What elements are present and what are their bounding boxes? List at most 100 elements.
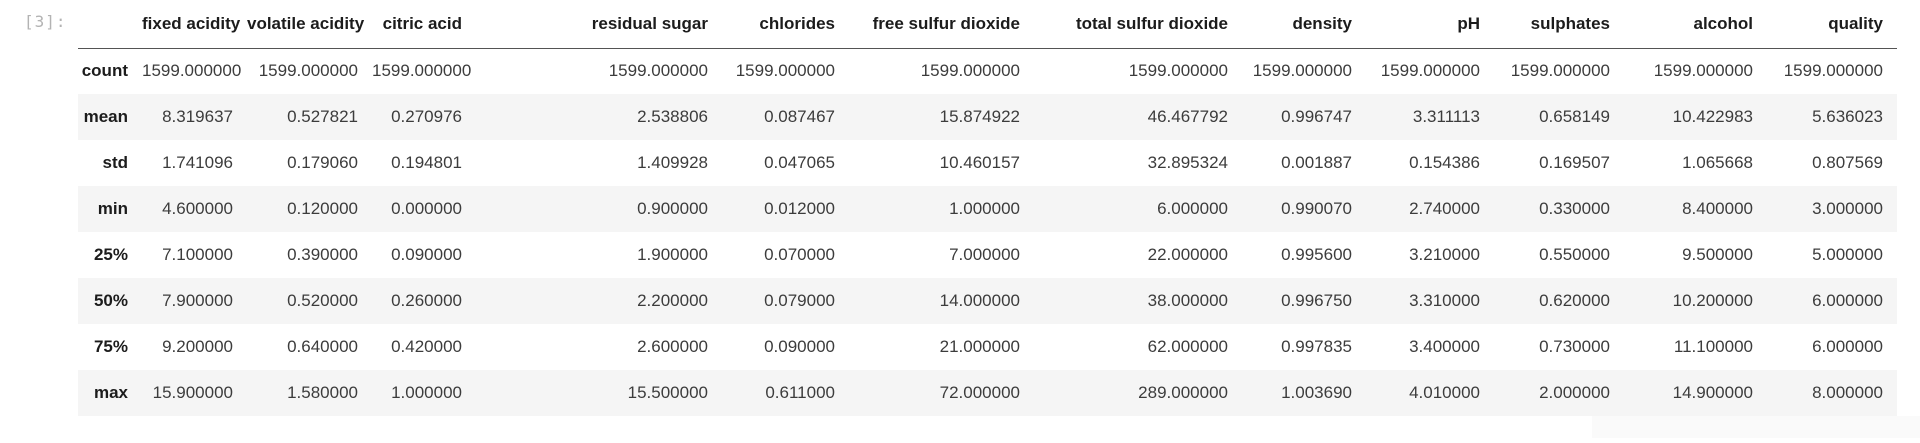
value-cell: 7.100000 [162, 245, 233, 264]
value-cell: 0.520000 [287, 291, 358, 310]
value-cell: 0.260000 [391, 291, 462, 310]
table-row: min 4.600000 0.120000 0.000000 0.900000 0.012… [78, 186, 1897, 232]
value-cell: 2.200000 [637, 291, 708, 310]
value-cell: 3.310000 [1409, 291, 1480, 310]
value-cell: 10.460157 [939, 153, 1020, 172]
value-cell: 1599.000000 [1510, 61, 1610, 81]
execution-count-prompt: [3]: [24, 12, 67, 31]
value-cell: 0.079000 [764, 291, 835, 310]
value-cell: 0.900000 [637, 199, 708, 218]
value-cell: 14.000000 [939, 291, 1020, 310]
value-cell: 0.270976 [391, 107, 462, 126]
value-cell: 46.467792 [1147, 107, 1228, 126]
value-cell: 62.000000 [1147, 337, 1228, 356]
value-cell: 6.000000 [1812, 337, 1883, 356]
value-cell: 8.319637 [162, 107, 233, 126]
value-cell: 21.000000 [939, 337, 1020, 356]
value-cell: 1.065668 [1682, 153, 1753, 172]
row-label: 25% [93, 245, 128, 264]
value-cell: 0.087467 [764, 107, 835, 126]
value-cell: 3.400000 [1409, 337, 1480, 356]
value-cell: 2.000000 [1539, 383, 1610, 402]
value-cell: 5.000000 [1812, 245, 1883, 264]
table-row: 75% 9.200000 0.640000 0.420000 2.600000 0.090… [78, 324, 1897, 370]
value-cell: 0.330000 [1539, 199, 1610, 218]
value-cell: 9.500000 [1682, 245, 1753, 264]
value-cell: 1599.000000 [1783, 61, 1883, 81]
value-cell: 0.640000 [287, 337, 358, 356]
value-cell: 8.000000 [1812, 383, 1883, 402]
value-cell: 0.194801 [391, 153, 462, 172]
value-cell: 0.390000 [287, 245, 358, 264]
value-cell: 72.000000 [939, 383, 1020, 402]
value-cell: 1.900000 [637, 245, 708, 264]
value-cell: 0.658149 [1539, 107, 1610, 126]
value-cell: 0.154386 [1409, 153, 1480, 172]
value-cell: 1599.000000 [1653, 61, 1753, 81]
value-cell: 6.000000 [1157, 199, 1228, 218]
row-label: max [93, 383, 128, 402]
value-cell: 1599.000000 [142, 61, 242, 81]
column-header: free sulfur dioxide [849, 0, 1034, 49]
value-cell: 1599.000000 [920, 61, 1020, 81]
value-cell: 10.200000 [1672, 291, 1753, 310]
value-cell: 0.420000 [391, 337, 462, 356]
value-cell: 7.000000 [949, 245, 1020, 264]
value-cell: 4.600000 [162, 199, 233, 218]
value-cell: 7.900000 [162, 291, 233, 310]
value-cell: 9.200000 [162, 337, 233, 356]
value-cell: 0.550000 [1539, 245, 1610, 264]
value-cell: 5.636023 [1812, 107, 1883, 126]
value-cell: 0.996747 [1281, 107, 1352, 126]
value-cell: 14.900000 [1672, 383, 1753, 402]
value-cell: 0.047065 [764, 153, 835, 172]
value-cell: 32.895324 [1147, 153, 1228, 172]
value-cell: 2.600000 [637, 337, 708, 356]
value-cell: 1599.000000 [258, 61, 358, 81]
value-cell: 1599.000000 [372, 61, 472, 81]
value-cell: 15.900000 [152, 383, 233, 402]
table-row: mean 8.319637 0.527821 0.270976 2.538806 0.08… [78, 94, 1897, 140]
row-label: std [102, 153, 129, 172]
value-cell: 6.000000 [1812, 291, 1883, 310]
value-cell: 0.001887 [1281, 153, 1352, 172]
value-cell: 0.179060 [287, 153, 358, 172]
value-cell: 0.070000 [764, 245, 835, 264]
table-row: 25% 7.100000 0.390000 0.090000 1.900000 0.070… [78, 232, 1897, 278]
row-label: min [97, 199, 128, 218]
value-cell: 0.990070 [1281, 199, 1352, 218]
value-cell: 2.740000 [1409, 199, 1480, 218]
value-cell: 1599.000000 [1380, 61, 1480, 81]
row-label: 50% [93, 291, 128, 310]
header-row: fixed acidity volatile acidity citric acid… [78, 0, 1897, 49]
column-header: density [1242, 0, 1366, 49]
column-header: residual sugar [476, 0, 722, 49]
value-cell: 0.000000 [391, 199, 462, 218]
value-cell: 10.422983 [1672, 107, 1753, 126]
value-cell: 0.995600 [1281, 245, 1352, 264]
value-cell: 8.400000 [1682, 199, 1753, 218]
value-cell: 0.997835 [1281, 337, 1352, 356]
value-cell: 0.730000 [1539, 337, 1610, 356]
output-corner-overlay [1592, 416, 1920, 438]
table-row: 50% 7.900000 0.520000 0.260000 2.200000 0.079… [78, 278, 1897, 324]
table-row: count 1599.000000 1599.000000 1599.000000 15… [78, 48, 1897, 94]
value-cell: 1599.000000 [608, 61, 708, 81]
value-cell: 1.000000 [391, 383, 462, 402]
column-header: fixed acidity [142, 0, 247, 49]
column-header: chlorides [722, 0, 849, 49]
value-cell: 1.000000 [949, 199, 1020, 218]
value-cell: 0.090000 [391, 245, 462, 264]
value-cell: 3.000000 [1812, 199, 1883, 218]
value-cell: 2.538806 [637, 107, 708, 126]
dataframe-describe-output: fixed acidity volatile acidity citric acid… [78, 0, 1897, 416]
value-cell: 1.409928 [637, 153, 708, 172]
column-header: alcohol [1624, 0, 1767, 49]
table-body: count 1599.000000 1599.000000 1599.000000 15… [78, 48, 1897, 416]
value-cell: 0.169507 [1539, 153, 1610, 172]
value-cell: 1599.000000 [735, 61, 835, 81]
column-header: total sulfur dioxide [1034, 0, 1242, 49]
column-header: citric acid [372, 0, 476, 49]
describe-table: fixed acidity volatile acidity citric acid… [78, 0, 1897, 416]
value-cell: 0.996750 [1281, 291, 1352, 310]
